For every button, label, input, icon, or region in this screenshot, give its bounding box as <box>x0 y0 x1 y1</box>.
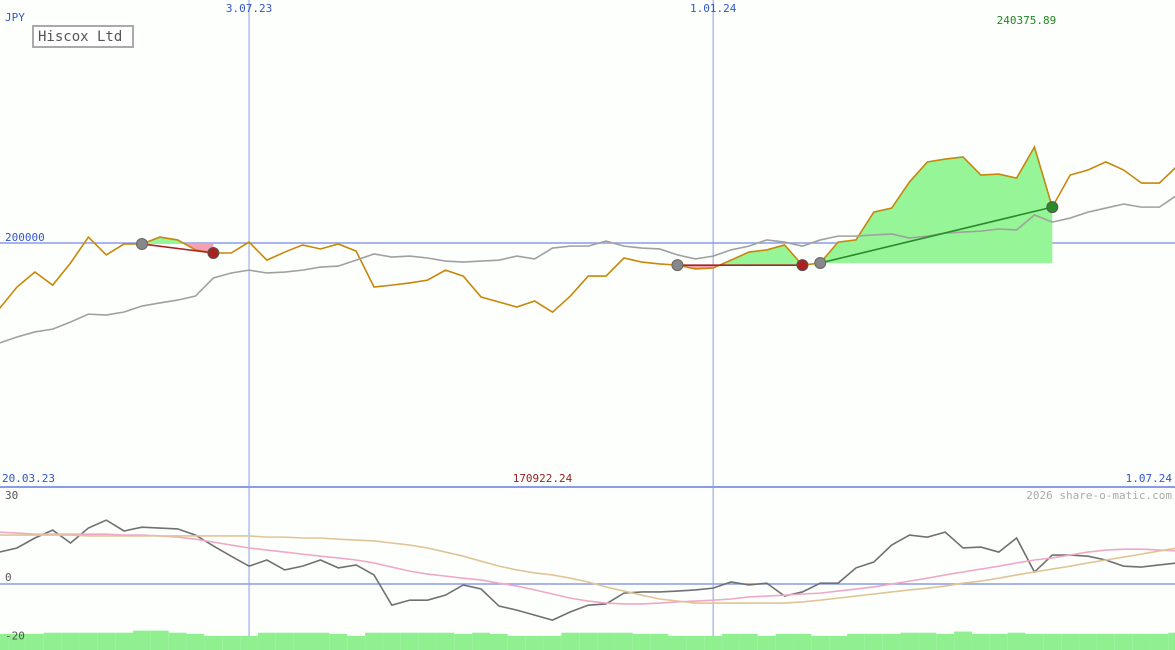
volume-bar <box>311 632 330 650</box>
trade-loss-area <box>141 243 214 254</box>
volume-bar <box>757 635 776 650</box>
volume-bar <box>79 632 98 650</box>
volume-bar <box>811 635 830 650</box>
x-tick-label: 3.07.23 <box>226 2 272 15</box>
volume-bar <box>686 635 705 650</box>
volume-bar <box>704 635 723 650</box>
credit: 2026 share-o-matic.com <box>1026 489 1172 502</box>
chart-title: Hiscox Ltd <box>38 29 122 45</box>
volume-bar <box>436 632 455 650</box>
volume-bar <box>43 632 62 650</box>
volume-bar <box>204 635 223 650</box>
trade-entry <box>814 256 827 269</box>
volume-bar <box>847 633 865 650</box>
volume-bar <box>472 632 491 650</box>
volume-bar <box>579 632 598 650</box>
volume-bar <box>150 630 169 650</box>
trade-line <box>141 243 214 254</box>
volume-bar <box>1043 633 1062 650</box>
volume-bar <box>365 632 383 650</box>
volume-bar <box>864 633 883 650</box>
volume-bar <box>739 633 758 650</box>
trade-exit <box>207 247 220 260</box>
trade-exit <box>1046 201 1059 214</box>
volume-bar <box>1114 633 1133 650</box>
volume-bar <box>614 632 633 650</box>
volume-bar <box>1132 633 1151 650</box>
volume-bar <box>133 630 151 650</box>
volume-bar <box>0 633 9 650</box>
volume-bar <box>632 633 651 650</box>
volume-bar <box>918 632 937 650</box>
volume-bar <box>989 633 1008 650</box>
volume-bar <box>61 632 80 650</box>
volume-bar <box>793 633 812 650</box>
x-range-label: 1.07.24 <box>1126 472 1173 485</box>
volume-bar <box>1025 633 1044 650</box>
volume-bar <box>347 635 366 650</box>
volume-bar <box>490 633 508 650</box>
volume-bar <box>186 633 205 650</box>
trade-entry <box>671 259 684 272</box>
volume-bar <box>1096 633 1115 650</box>
volume-bar <box>168 632 187 650</box>
y-tick-label: 0 <box>5 571 12 584</box>
volume-bar <box>543 635 562 650</box>
volume-bar <box>775 633 794 650</box>
volume-bar <box>382 632 401 650</box>
max-label: 240375.89 <box>997 14 1057 27</box>
volume-bar <box>829 635 848 650</box>
series-line <box>0 534 1175 604</box>
volume-bar <box>650 633 669 650</box>
volume-bar <box>936 633 955 650</box>
volume-bar <box>400 632 419 650</box>
unit-label: JPY <box>5 11 25 24</box>
volume-bar <box>722 633 740 650</box>
volume-bar <box>97 632 116 650</box>
trade-line <box>820 206 1053 264</box>
volume-bar <box>971 633 990 650</box>
volume-bar <box>329 633 348 650</box>
volume-bar <box>900 632 919 650</box>
y-tick-label: -20 <box>5 630 25 643</box>
volume-bar <box>1168 632 1175 650</box>
volume-bar <box>275 632 294 650</box>
volume-bar <box>240 635 258 650</box>
volume-bar <box>507 635 526 650</box>
y-tick-label: 200000 <box>5 231 45 244</box>
x-range-label: 20.03.23 <box>2 472 55 485</box>
volume-bar <box>1079 633 1097 650</box>
min-label: 170922.24 <box>513 472 573 485</box>
x-tick-label: 1.01.24 <box>690 2 737 15</box>
volume-bar <box>561 632 580 650</box>
volume-bar <box>954 631 972 650</box>
volume-bar <box>222 635 241 650</box>
series-line <box>0 519 1175 621</box>
series-line <box>0 144 1175 314</box>
volume-bar <box>1150 633 1169 650</box>
volume-bar <box>115 632 134 650</box>
volume-bar <box>25 633 44 650</box>
volume-bar <box>454 633 473 650</box>
title-box <box>32 25 134 48</box>
volume-bar <box>882 633 901 650</box>
series-line <box>0 195 1175 344</box>
volume-bar <box>418 632 437 650</box>
y-tick-label: 30 <box>5 489 18 502</box>
series-line <box>0 531 1175 605</box>
volume-bar <box>597 632 615 650</box>
trade-gain-area <box>677 244 803 266</box>
volume-bar <box>257 632 276 650</box>
volume-bar <box>293 632 312 650</box>
trade-entry <box>135 237 148 250</box>
volume-bar <box>1007 632 1026 650</box>
volume-bar <box>668 635 687 650</box>
volume-bar <box>1061 633 1080 650</box>
trade-exit <box>796 259 809 272</box>
volume-bar <box>8 633 26 650</box>
volume-bar <box>525 635 544 650</box>
